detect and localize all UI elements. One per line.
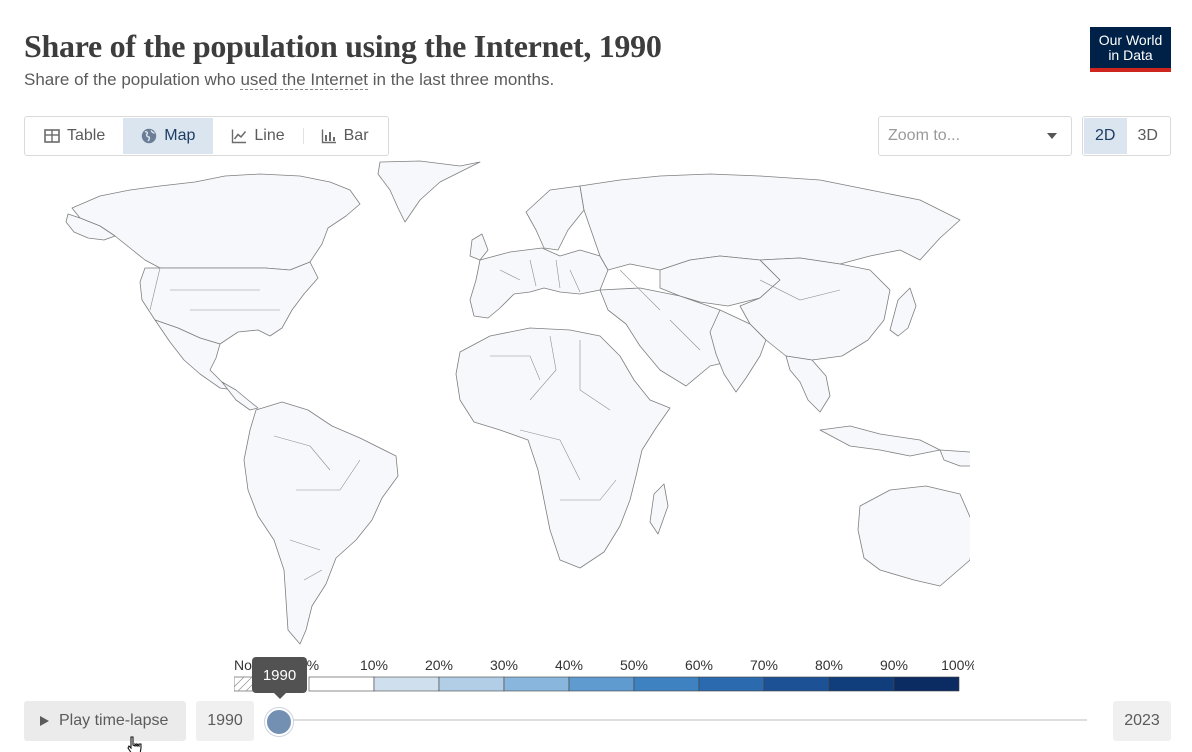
legend-tick-label: 50% bbox=[620, 657, 648, 673]
start-year-box[interactable]: 1990 bbox=[196, 701, 254, 741]
tab-table[interactable]: Table bbox=[26, 118, 123, 154]
table-icon bbox=[44, 129, 60, 143]
scandinavia bbox=[525, 185, 585, 251]
legend-tick-label: 30% bbox=[490, 657, 518, 673]
projection-3d-button[interactable]: 3D bbox=[1137, 127, 1158, 144]
year-tooltip: 1990 bbox=[252, 657, 307, 699]
world-map[interactable] bbox=[60, 160, 970, 650]
legend-tick-label: 90% bbox=[880, 657, 908, 673]
southeast-asia bbox=[785, 355, 831, 413]
projection-2d-button[interactable]: 2D bbox=[1084, 118, 1127, 154]
subtitle-text-post: in the last three months. bbox=[368, 70, 555, 89]
zoom-placeholder: Zoom to... bbox=[888, 127, 961, 144]
play-timelapse-button[interactable]: Play time-lapse bbox=[24, 701, 186, 741]
south-america bbox=[243, 401, 399, 645]
legend-bin[interactable] bbox=[503, 676, 570, 692]
owid-logo[interactable]: Our World in Data bbox=[1090, 27, 1171, 72]
chevron-down-icon bbox=[1047, 133, 1057, 139]
page-subtitle: Share of the population who used the Int… bbox=[24, 70, 554, 90]
tab-map-label: Map bbox=[164, 127, 196, 144]
legend-bin[interactable] bbox=[438, 676, 505, 692]
legend-bin[interactable] bbox=[698, 676, 765, 692]
timeline-track[interactable] bbox=[279, 719, 1087, 721]
legend-tick-label: 70% bbox=[750, 657, 778, 673]
logo-line-1: Our World bbox=[1098, 32, 1163, 48]
page-title: Share of the population using the Intern… bbox=[24, 28, 662, 64]
country-russia bbox=[579, 173, 961, 271]
country-madagascar bbox=[649, 483, 669, 535]
legend-tick-label: 100% bbox=[941, 657, 974, 673]
legend-bin[interactable] bbox=[308, 676, 375, 692]
legend-bin[interactable] bbox=[568, 676, 635, 692]
timeline-controls: Play time-lapse 1990 2023 bbox=[0, 700, 1192, 744]
tab-bar-label: Bar bbox=[343, 127, 369, 144]
end-year-box[interactable]: 2023 bbox=[1113, 701, 1171, 741]
country-alaska bbox=[65, 213, 116, 241]
tab-line[interactable]: Line bbox=[213, 118, 302, 154]
chart-type-tabs: Table Map Line Bar bbox=[24, 116, 389, 156]
logo-line-2: in Data bbox=[1108, 47, 1153, 63]
legend-bin[interactable] bbox=[763, 676, 830, 692]
zoom-select[interactable]: Zoom to... bbox=[878, 116, 1072, 156]
play-label: Play time-lapse bbox=[59, 712, 169, 729]
africa bbox=[455, 327, 671, 569]
country-canada bbox=[71, 173, 361, 271]
bar-chart-icon bbox=[321, 129, 336, 144]
legend-tick-label: 80% bbox=[815, 657, 843, 673]
europe bbox=[469, 247, 609, 319]
country-india bbox=[709, 309, 767, 393]
country-uk bbox=[469, 233, 489, 261]
legend-bin[interactable] bbox=[373, 676, 440, 692]
tab-table-label: Table bbox=[67, 127, 106, 144]
legend-tick-label: 60% bbox=[685, 657, 713, 673]
legend-no-data-swatch bbox=[234, 676, 255, 692]
legend-bin[interactable] bbox=[893, 676, 960, 692]
map-legend: No data0%10%20%30%40%50%60%70%80%90%100% bbox=[234, 657, 974, 692]
legend-bin[interactable] bbox=[633, 676, 700, 692]
subtitle-definition-link[interactable]: used the Internet bbox=[240, 70, 369, 90]
country-china bbox=[739, 257, 891, 361]
timeline-handle[interactable] bbox=[265, 708, 293, 736]
tab-map[interactable]: Map bbox=[123, 118, 214, 154]
central-america bbox=[221, 381, 259, 411]
legend-bin[interactable] bbox=[828, 676, 895, 692]
globe-icon bbox=[142, 128, 157, 144]
country-japan bbox=[889, 287, 917, 337]
subtitle-text-pre: Share of the population who bbox=[24, 70, 241, 89]
legend-tick-label: 40% bbox=[555, 657, 583, 673]
projection-toggle: 2D 3D bbox=[1082, 116, 1171, 156]
country-australia bbox=[857, 485, 970, 587]
tab-bar[interactable]: Bar bbox=[302, 118, 387, 154]
indonesia bbox=[819, 425, 941, 457]
tab-line-label: Line bbox=[254, 127, 285, 144]
legend-tick-label: 20% bbox=[425, 657, 453, 673]
line-chart-icon bbox=[232, 129, 247, 144]
legend-tick-label: 10% bbox=[360, 657, 388, 673]
country-greenland bbox=[377, 160, 481, 223]
play-icon bbox=[40, 716, 49, 726]
hand-cursor-icon bbox=[127, 736, 142, 752]
island-new-guinea bbox=[939, 449, 970, 467]
